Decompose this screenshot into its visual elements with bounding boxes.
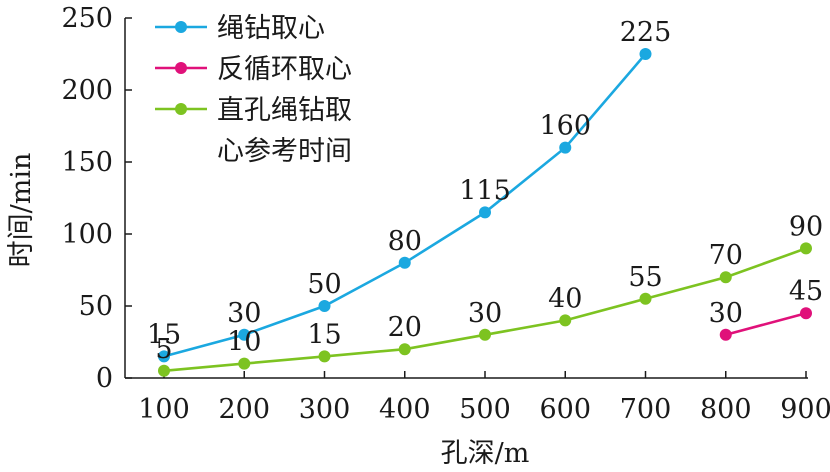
data-point [158,350,170,363]
data-point [238,357,251,370]
data-label: 225 [620,17,672,48]
legend-label: 心参考时间 [217,136,352,167]
x-tick-label: 500 [459,394,511,425]
data-point [800,307,812,320]
legend-item-1: 绳钻取心 [155,13,325,44]
y-tick-label: 0 [96,363,113,394]
data-label: 10 [227,327,261,358]
data-label: 40 [548,283,582,314]
x-tick-label: 600 [539,394,591,425]
data-label: 20 [388,312,422,343]
data-label: 50 [307,269,341,300]
legend-label: 直孔绳钻取 [217,95,352,126]
x-tick-label: 700 [620,394,672,425]
legend-marker [175,103,187,115]
series-3: 5 10 15 20 30 40 55 70 90 [155,211,823,377]
data-point [398,343,411,356]
data-label: 30 [468,298,502,329]
x-axis-title: 孔深/m [441,438,530,469]
data-point [479,206,491,219]
data-label: 15 [307,319,341,350]
data-label: 45 [789,276,823,307]
data-label: 5 [155,334,172,365]
y-axis-title: 时间/min [6,153,37,268]
data-label: 160 [539,111,591,142]
data-label: 115 [459,175,511,206]
data-point [800,242,812,255]
data-point [318,350,331,363]
data-point [639,292,652,305]
y-tick-label: 250 [61,3,113,34]
data-point [158,364,170,377]
x-tick-label: 100 [138,394,190,425]
legend-label: 反循环取心 [217,54,352,85]
data-point [559,314,572,327]
data-point [639,48,652,60]
data-label: 55 [628,262,662,293]
x-tick-label: 200 [218,394,270,425]
y-tick-label: 100 [61,219,113,250]
data-point [318,300,331,312]
axes: 0 50 100 150 200 250 100 200 300 400 500 600 700 800 9… [61,3,830,425]
x-tick-label: 800 [700,394,752,425]
x-tick-label: 900 [780,394,830,425]
legend-marker [175,21,187,33]
data-point [559,141,572,154]
y-tick-label: 150 [61,147,113,178]
series-line [725,311,807,337]
data-point [719,328,732,341]
data-label: 70 [709,240,743,271]
legend-marker [175,62,187,74]
data-label: 15 [147,319,181,350]
data-point [719,271,732,284]
legend-label: 绳钻取心 [217,13,325,44]
y-tick-label: 200 [61,75,113,106]
series-layer: 15 30 50 80 115 160 225 30 45 5 10 15 20 30 40 55 70 90 [147,17,823,377]
data-label: 90 [789,211,823,242]
data-label: 30 [227,298,261,329]
data-point [238,328,251,341]
series-1: 15 30 50 80 115 160 225 [147,17,672,363]
x-tick-label: 400 [379,394,431,425]
series-2: 30 45 [709,276,823,341]
y-axis-title-group: 时间/min [6,153,37,268]
legend-item-2: 反循环取心 [155,54,352,85]
data-point [398,256,411,269]
data-label: 80 [388,226,422,257]
data-point [479,328,491,341]
x-tick-label: 300 [299,394,351,425]
data-label: 30 [709,298,743,329]
y-tick-label: 50 [79,291,113,322]
